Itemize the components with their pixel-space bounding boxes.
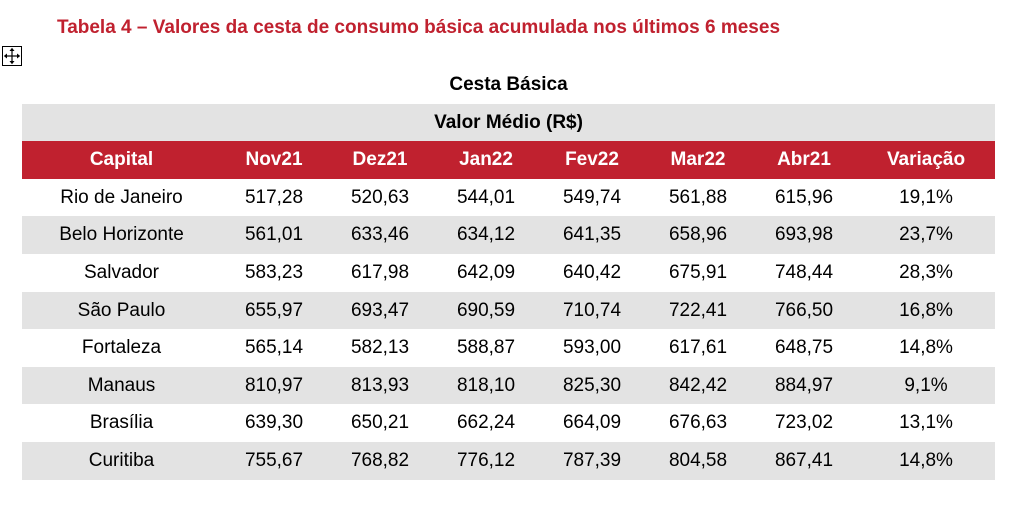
value-cell: 544,01 [433,178,539,217]
value-cell: 710,74 [539,291,645,330]
table-row: Brasília 639,30 650,21 662,24 664,09 676,63 72… [22,404,996,442]
capital-cell: Curitiba [22,441,221,480]
variation-cell: 13,1% [857,404,996,442]
variation-cell: 14,8% [857,441,996,480]
table-row: Manaus 810,97 813,93 818,10 825,30 842,42 884,… [22,366,996,405]
capital-cell: Salvador [22,253,221,292]
table-title: Cesta Básica [22,66,996,104]
variation-cell: 19,1% [857,178,996,217]
value-cell: 867,41 [751,441,857,480]
table-title-row: Cesta Básica [22,66,996,104]
column-header: Abr21 [751,141,857,179]
column-header: Mar22 [645,141,751,179]
table-subtitle: Valor Médio (R$) [22,103,996,142]
value-cell: 804,58 [645,441,751,480]
value-cell: 655,97 [221,291,327,330]
value-cell: 675,91 [645,253,751,292]
value-cell: 588,87 [433,329,539,367]
column-header: Jan22 [433,141,539,179]
value-cell: 662,24 [433,404,539,442]
table-header-row: Capital Nov21 Dez21 Jan22 Fev22 Mar22 Ab… [22,141,996,179]
value-cell: 748,44 [751,253,857,292]
value-cell: 615,96 [751,178,857,217]
value-cell: 690,59 [433,291,539,330]
value-cell: 641,35 [539,216,645,254]
table-body: Rio de Janeiro 517,28 520,63 544,01 549,74 56… [22,178,996,480]
value-cell: 693,98 [751,216,857,254]
column-header: Capital [22,141,221,179]
value-cell: 617,61 [645,329,751,367]
value-cell: 776,12 [433,441,539,480]
value-cell: 768,82 [327,441,433,480]
capital-cell: São Paulo [22,291,221,330]
value-cell: 818,10 [433,366,539,405]
variation-cell: 9,1% [857,366,996,405]
table-row: Fortaleza 565,14 582,13 588,87 593,00 617,61 6… [22,329,996,367]
column-header: Variação [857,141,996,179]
value-cell: 593,00 [539,329,645,367]
value-cell: 520,63 [327,178,433,217]
value-cell: 755,67 [221,441,327,480]
capital-cell: Brasília [22,404,221,442]
value-cell: 842,42 [645,366,751,405]
variation-cell: 28,3% [857,253,996,292]
value-cell: 722,41 [645,291,751,330]
move-arrows-icon[interactable] [2,46,22,66]
value-cell: 664,09 [539,404,645,442]
capital-cell: Manaus [22,366,221,405]
table-row: Salvador 583,23 617,98 642,09 640,42 675,91 74… [22,253,996,292]
value-cell: 634,12 [433,216,539,254]
value-cell: 723,02 [751,404,857,442]
value-cell: 813,93 [327,366,433,405]
value-cell: 565,14 [221,329,327,367]
variation-cell: 16,8% [857,291,996,330]
value-cell: 810,97 [221,366,327,405]
value-cell: 825,30 [539,366,645,405]
column-header: Fev22 [539,141,645,179]
table-row: Curitiba 755,67 768,82 776,12 787,39 804,58 86… [22,441,996,480]
column-header: Nov21 [221,141,327,179]
value-cell: 650,21 [327,404,433,442]
table-caption: Tabela 4 – Valores da cesta de consumo b… [57,17,781,38]
value-cell: 583,23 [221,253,327,292]
value-cell: 633,46 [327,216,433,254]
column-header: Dez21 [327,141,433,179]
table-row: São Paulo 655,97 693,47 690,59 710,74 722,41 7… [22,291,996,330]
capital-cell: Fortaleza [22,329,221,367]
value-cell: 658,96 [645,216,751,254]
value-cell: 766,50 [751,291,857,330]
value-cell: 582,13 [327,329,433,367]
value-cell: 549,74 [539,178,645,217]
variation-cell: 23,7% [857,216,996,254]
table-row: Rio de Janeiro 517,28 520,63 544,01 549,74 56… [22,178,996,217]
value-cell: 517,28 [221,178,327,217]
table-row: Belo Horizonte 561,01 633,46 634,12 641,35 65… [22,216,996,254]
value-cell: 561,01 [221,216,327,254]
value-cell: 884,97 [751,366,857,405]
value-cell: 642,09 [433,253,539,292]
value-cell: 787,39 [539,441,645,480]
value-cell: 693,47 [327,291,433,330]
capital-cell: Belo Horizonte [22,216,221,254]
variation-cell: 14,8% [857,329,996,367]
value-cell: 640,42 [539,253,645,292]
cesta-basica-table: Cesta Básica Valor Médio (R$) Capital No… [22,66,996,480]
value-cell: 617,98 [327,253,433,292]
value-cell: 648,75 [751,329,857,367]
value-cell: 639,30 [221,404,327,442]
table-subtitle-row: Valor Médio (R$) [22,103,996,142]
value-cell: 561,88 [645,178,751,217]
value-cell: 676,63 [645,404,751,442]
capital-cell: Rio de Janeiro [22,178,221,217]
